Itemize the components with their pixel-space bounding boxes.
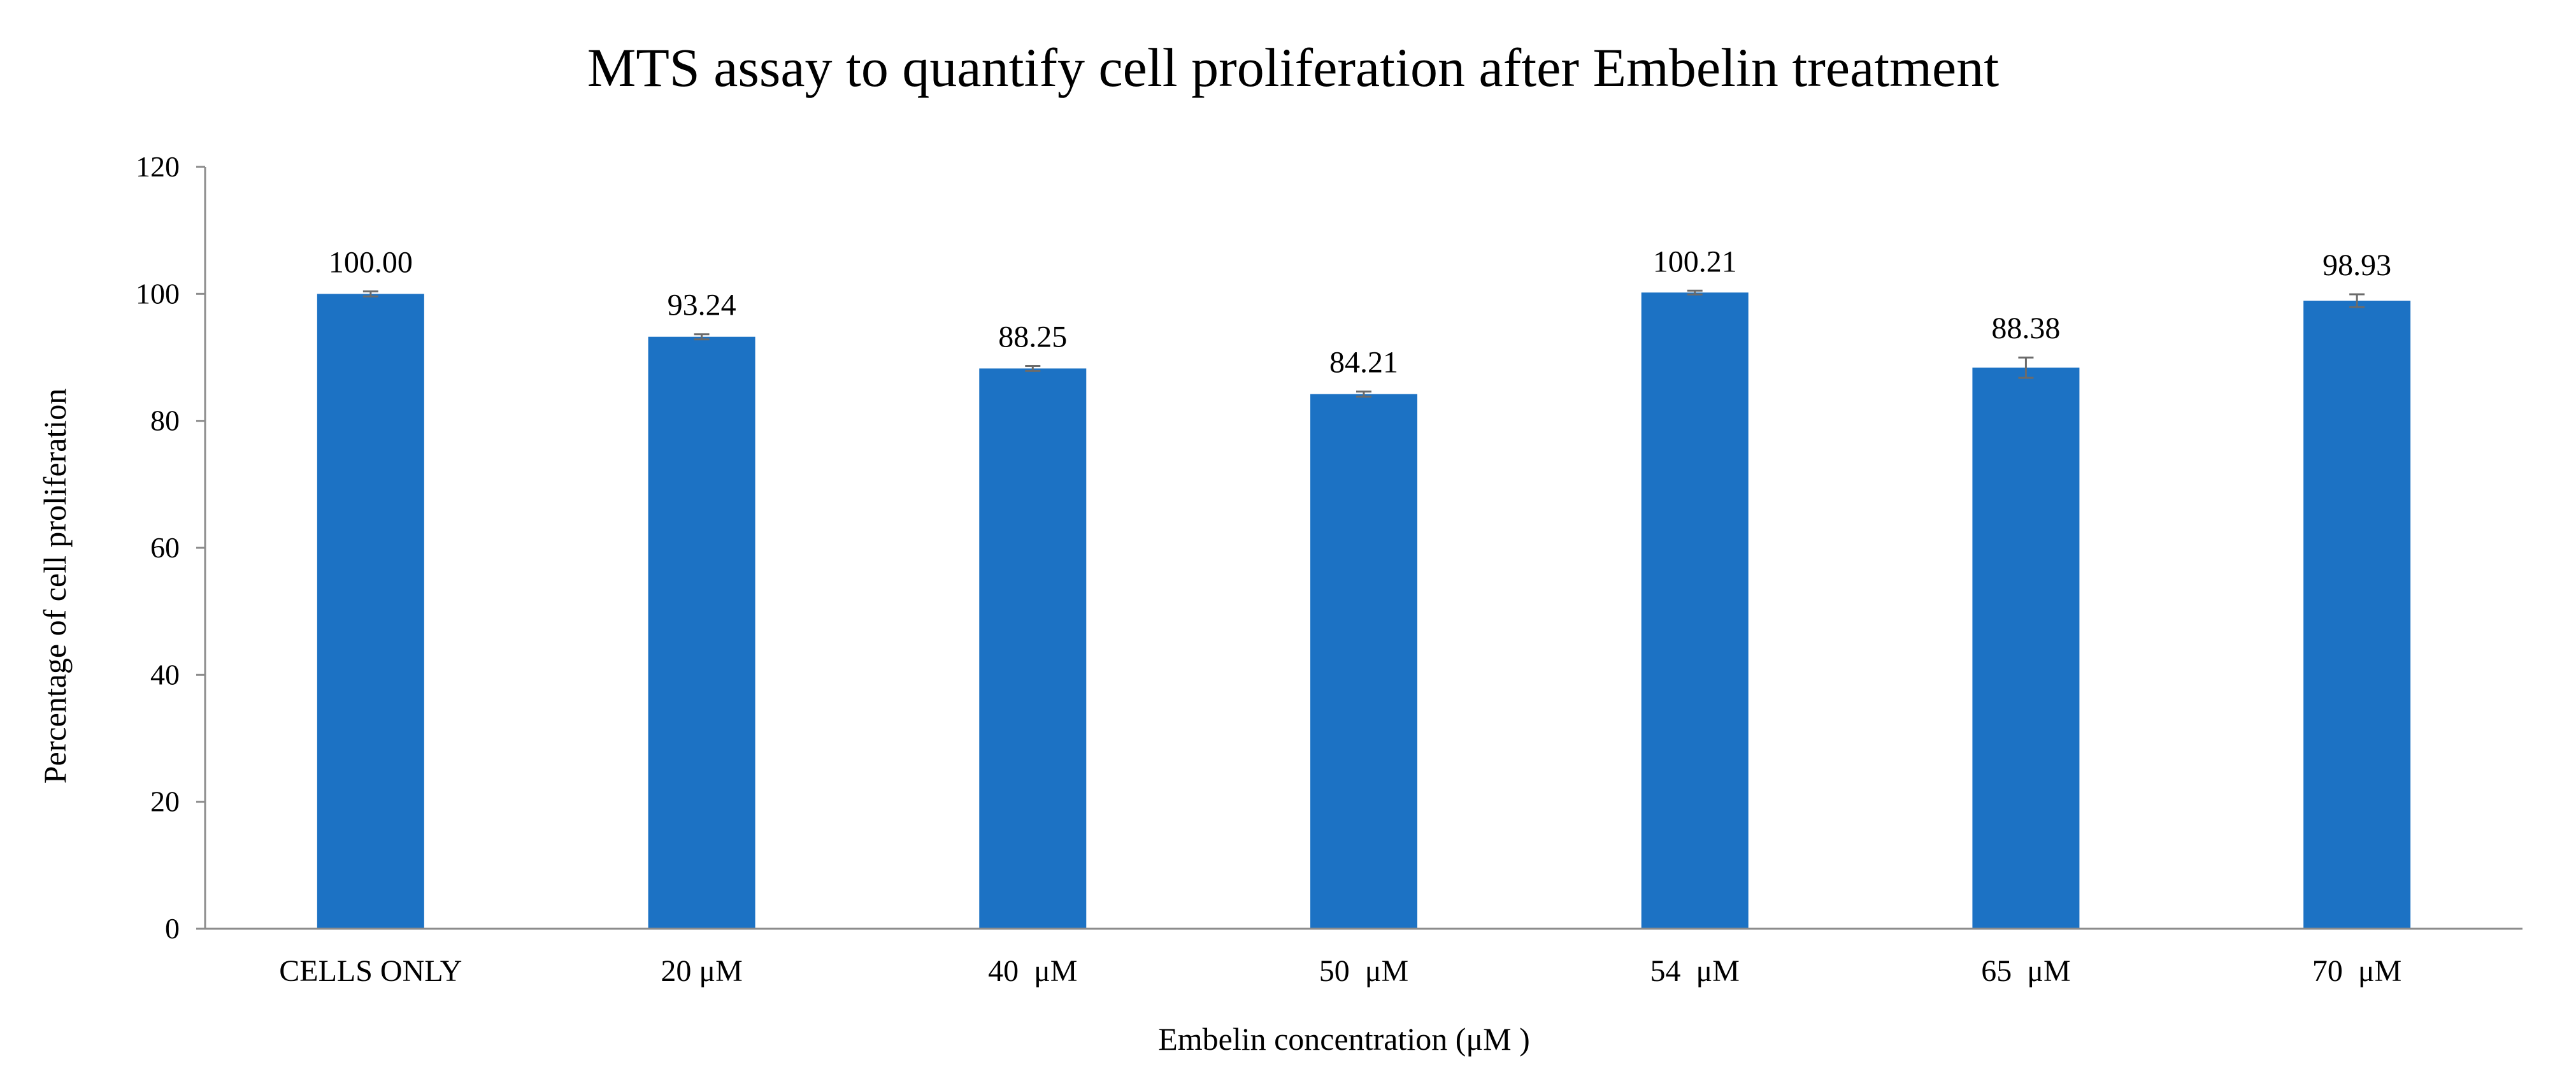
error-bar bbox=[2349, 293, 2365, 308]
data-label: 98.93 bbox=[2322, 248, 2391, 282]
x-tick-label: 70 μM bbox=[2312, 954, 2401, 988]
x-tick-label: 40 μM bbox=[988, 954, 1077, 988]
data-label: 100.21 bbox=[1653, 245, 1737, 278]
data-label: 100.00 bbox=[329, 245, 413, 279]
bar bbox=[317, 294, 424, 929]
x-axis-label: Embelin concentration (μM ) bbox=[1158, 1021, 1530, 1057]
error-bar bbox=[362, 290, 378, 297]
y-axis-ticks: 0 20 40 60 80 100 120 bbox=[136, 150, 205, 945]
error-bar bbox=[2018, 356, 2034, 379]
data-label: 93.24 bbox=[668, 289, 736, 322]
bar bbox=[979, 368, 1087, 929]
data-value-labels: 100.00 93.24 88.25 84.21 100.21 88.38 98.93 bbox=[329, 245, 2391, 379]
chart-title: MTS assay to quantify cell proliferation… bbox=[587, 37, 1999, 98]
y-tick-label: 40 bbox=[150, 658, 180, 691]
bar bbox=[1972, 368, 2080, 929]
y-tick-label: 60 bbox=[150, 531, 180, 564]
x-tick-label: 20 μM bbox=[661, 954, 742, 988]
y-axis-label: Percentage of cell proliferation bbox=[37, 389, 73, 784]
bar bbox=[2303, 300, 2411, 929]
x-tick-label: 54 μM bbox=[1650, 954, 1740, 988]
bars-group bbox=[317, 289, 2411, 929]
axes-group bbox=[204, 167, 2522, 930]
y-tick-label: 80 bbox=[150, 404, 180, 437]
bar bbox=[1310, 394, 1417, 929]
bar bbox=[648, 336, 755, 929]
error-bar bbox=[1025, 364, 1041, 372]
error-bar bbox=[694, 333, 710, 341]
x-axis-category-labels: CELLS ONLY 20 μM 40 μM 50 μM 54 μM 65 μM 70 μM bbox=[279, 954, 2401, 988]
y-tick-label: 0 bbox=[165, 912, 180, 945]
data-label: 84.21 bbox=[1329, 346, 1398, 380]
x-tick-label: CELLS ONLY bbox=[279, 954, 462, 988]
x-tick-label: 50 μM bbox=[1319, 954, 1408, 988]
y-tick-label: 120 bbox=[136, 150, 180, 183]
y-tick-label: 100 bbox=[136, 277, 180, 310]
data-label: 88.38 bbox=[1991, 311, 2060, 345]
y-tick-label: 20 bbox=[150, 785, 180, 818]
data-label: 88.25 bbox=[998, 320, 1067, 354]
x-tick-label: 65 μM bbox=[1981, 954, 2070, 988]
bar bbox=[1641, 292, 1749, 929]
error-bar bbox=[1687, 289, 1703, 296]
error-bar bbox=[1356, 390, 1371, 398]
